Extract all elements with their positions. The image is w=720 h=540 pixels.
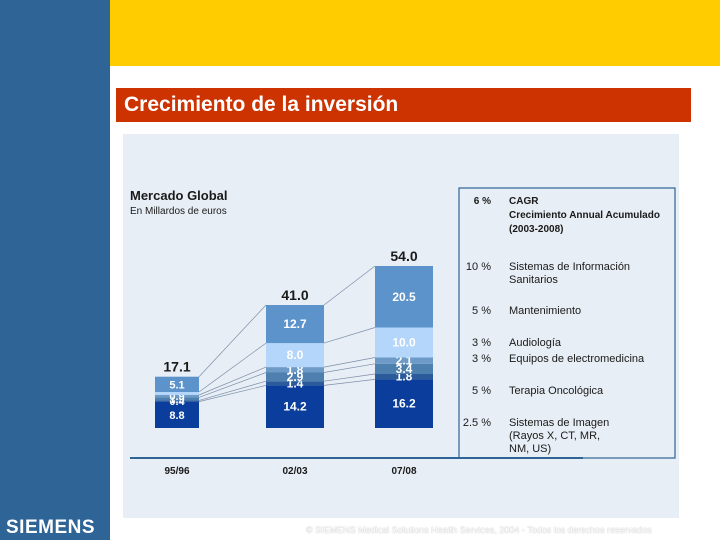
bar-segment bbox=[266, 381, 324, 386]
legend-pct: 3 % bbox=[472, 337, 491, 349]
total-label: 54.0 bbox=[390, 248, 417, 264]
bar-segment bbox=[155, 401, 199, 428]
connector-line bbox=[198, 385, 267, 402]
slide-title-bar: Crecimiento de la inversión bbox=[116, 88, 691, 122]
bar-segment bbox=[266, 372, 324, 382]
legend-pct: 5 % bbox=[472, 305, 491, 317]
connector-line bbox=[198, 380, 267, 401]
data-label: 16.2 bbox=[392, 397, 416, 411]
bar-segment bbox=[375, 363, 433, 374]
connector-line bbox=[323, 379, 376, 386]
legend-layer: 6 % CAGR Crecimiento Annual Acumulado (2003… bbox=[458, 187, 676, 459]
legend-box bbox=[458, 187, 676, 459]
data-label: 2.9 bbox=[287, 370, 304, 384]
connector-line bbox=[198, 372, 267, 398]
data-label: 14.2 bbox=[283, 400, 307, 414]
bar-segment bbox=[266, 305, 324, 344]
bar-segment bbox=[375, 266, 433, 328]
legend-text: Terapia Oncológica bbox=[509, 385, 604, 397]
footer-copyright: © SIEMENS Medical Solutions Health Servi… bbox=[306, 525, 652, 535]
bar-segment bbox=[266, 343, 324, 368]
legend-text: Sistemas de Información bbox=[509, 261, 630, 273]
bar-segment bbox=[155, 376, 199, 392]
sidebar bbox=[0, 0, 110, 540]
bar-segment bbox=[375, 327, 433, 358]
top-banner bbox=[110, 0, 720, 66]
data-label: 10.0 bbox=[392, 336, 416, 350]
bar-segment bbox=[266, 367, 324, 373]
bar-segment bbox=[155, 397, 199, 401]
connector-line bbox=[323, 265, 376, 306]
total-label: 41.0 bbox=[281, 287, 308, 303]
bar-segment bbox=[375, 374, 433, 380]
bar-segment bbox=[375, 379, 433, 428]
legend-pct: 6 % bbox=[474, 196, 491, 207]
bar-segment bbox=[266, 385, 324, 428]
total-label: 17.1 bbox=[163, 359, 190, 375]
legend-pct: 5 % bbox=[472, 385, 491, 397]
bar-segment bbox=[375, 357, 433, 364]
category-label: 02/03 bbox=[282, 466, 307, 477]
legend-text: Sanitarios bbox=[509, 274, 558, 286]
slide-title: Crecimiento de la inversión bbox=[124, 93, 399, 116]
data-label: 5.1 bbox=[169, 379, 184, 391]
legend-pct: 10 % bbox=[466, 261, 491, 273]
connector-line bbox=[323, 373, 376, 382]
connector-line bbox=[323, 357, 376, 368]
legend-text: Mantenimiento bbox=[509, 305, 581, 317]
legend-text: NM, US) bbox=[509, 443, 551, 455]
market-chart: Mercado Global En Millardos de euros 8.8… bbox=[130, 187, 676, 477]
data-label: 3.4 bbox=[396, 362, 413, 376]
legend-text: Crecimiento Annual Acumulado bbox=[509, 210, 660, 221]
chart-subtitle: En Millardos de euros bbox=[130, 206, 227, 217]
siemens-logo: SIEMENS bbox=[6, 517, 96, 538]
connector-line bbox=[323, 363, 376, 373]
chart-panel: Mercado Global En Millardos de euros 8.8… bbox=[123, 134, 679, 518]
legend-text: CAGR bbox=[509, 196, 539, 207]
legend-text: Audiología bbox=[509, 337, 562, 349]
connector-line bbox=[323, 327, 376, 344]
category-label: 07/08 bbox=[391, 466, 416, 477]
category-label: 95/96 bbox=[164, 466, 189, 477]
bar-segment bbox=[155, 395, 199, 398]
connector-line bbox=[198, 342, 267, 393]
chart-title: Mercado Global bbox=[130, 188, 228, 203]
bar-segment bbox=[155, 392, 199, 395]
legend-text: (Rayos X, CT, MR, bbox=[509, 430, 600, 442]
data-label: 12.7 bbox=[283, 317, 307, 331]
legend-text: Sistemas de Imagen bbox=[509, 417, 609, 429]
bars-layer: 8.80.41.90.95.117.195/9614.21.42.91.88.0… bbox=[130, 248, 583, 477]
legend-pct: 3 % bbox=[472, 353, 491, 365]
data-label: 8.8 bbox=[169, 410, 184, 422]
connector-line bbox=[198, 366, 267, 396]
data-label: 20.5 bbox=[392, 290, 416, 304]
bar-segment bbox=[155, 400, 199, 402]
legend-text: Equipos de electromedicina bbox=[509, 353, 645, 365]
data-label: 8.0 bbox=[287, 348, 304, 362]
legend-pct: 2.5 % bbox=[463, 417, 491, 429]
legend-text: (2003-2008) bbox=[509, 224, 563, 235]
connector-line bbox=[198, 304, 267, 377]
